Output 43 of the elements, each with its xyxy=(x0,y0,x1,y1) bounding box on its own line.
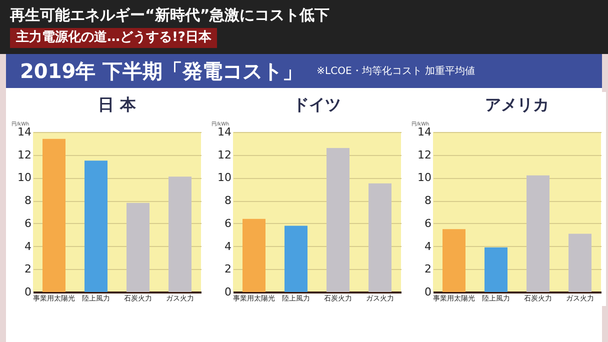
text: ※LCOE・均等化コスト 加重平均値 xyxy=(316,64,475,78)
bar xyxy=(42,138,66,292)
y-tick-label: 0 xyxy=(424,286,432,298)
bar xyxy=(126,202,150,292)
bar xyxy=(568,234,592,292)
y-tick-label: 10 xyxy=(18,171,32,184)
y-tick-label: 12 xyxy=(418,148,432,162)
y-tick-label: 10 xyxy=(218,171,232,184)
bar xyxy=(168,176,192,292)
y-tick-label: 2 xyxy=(424,262,432,276)
y-tick-label: 6 xyxy=(224,216,232,230)
y-tick-label: 14 xyxy=(218,126,232,138)
y-tick-label: 2 xyxy=(224,262,232,276)
y-tick-label: 6 xyxy=(424,216,432,230)
chart-title: 日 本 xyxy=(98,95,137,114)
text: 再生可能エネルギー“新時代”急激にコスト低下 xyxy=(10,5,331,26)
y-tick-label: 12 xyxy=(218,148,232,162)
y-tick-label: 8 xyxy=(424,194,432,208)
bar xyxy=(484,247,508,292)
bar xyxy=(284,226,308,292)
bar xyxy=(84,160,108,292)
bar xyxy=(368,183,392,292)
text: 2019年 下半期「発電コスト」 xyxy=(20,58,303,84)
y-tick-label: 2 xyxy=(24,262,32,276)
y-tick-label: 4 xyxy=(424,240,432,253)
bar xyxy=(242,218,266,292)
bar xyxy=(526,175,550,292)
bar xyxy=(442,229,466,292)
text: 主力電源化の道…どうする!?日本 xyxy=(10,28,218,48)
y-tick-label: 14 xyxy=(18,126,32,138)
y-tick-label: 8 xyxy=(224,194,232,208)
y-tick-label: 14 xyxy=(418,126,432,138)
y-tick-label: 10 xyxy=(418,171,432,184)
y-tick-label: 12 xyxy=(18,148,32,162)
y-tick-label: 6 xyxy=(24,216,32,230)
y-tick-label: 0 xyxy=(224,286,232,298)
y-tick-label: 8 xyxy=(24,194,32,208)
bar xyxy=(326,148,350,292)
y-tick-label: 4 xyxy=(24,240,32,253)
y-tick-label: 0 xyxy=(24,286,32,298)
chart-title: アメリカ xyxy=(485,95,549,114)
chart-title: ドイツ xyxy=(293,95,341,114)
y-tick-label: 4 xyxy=(224,240,232,253)
